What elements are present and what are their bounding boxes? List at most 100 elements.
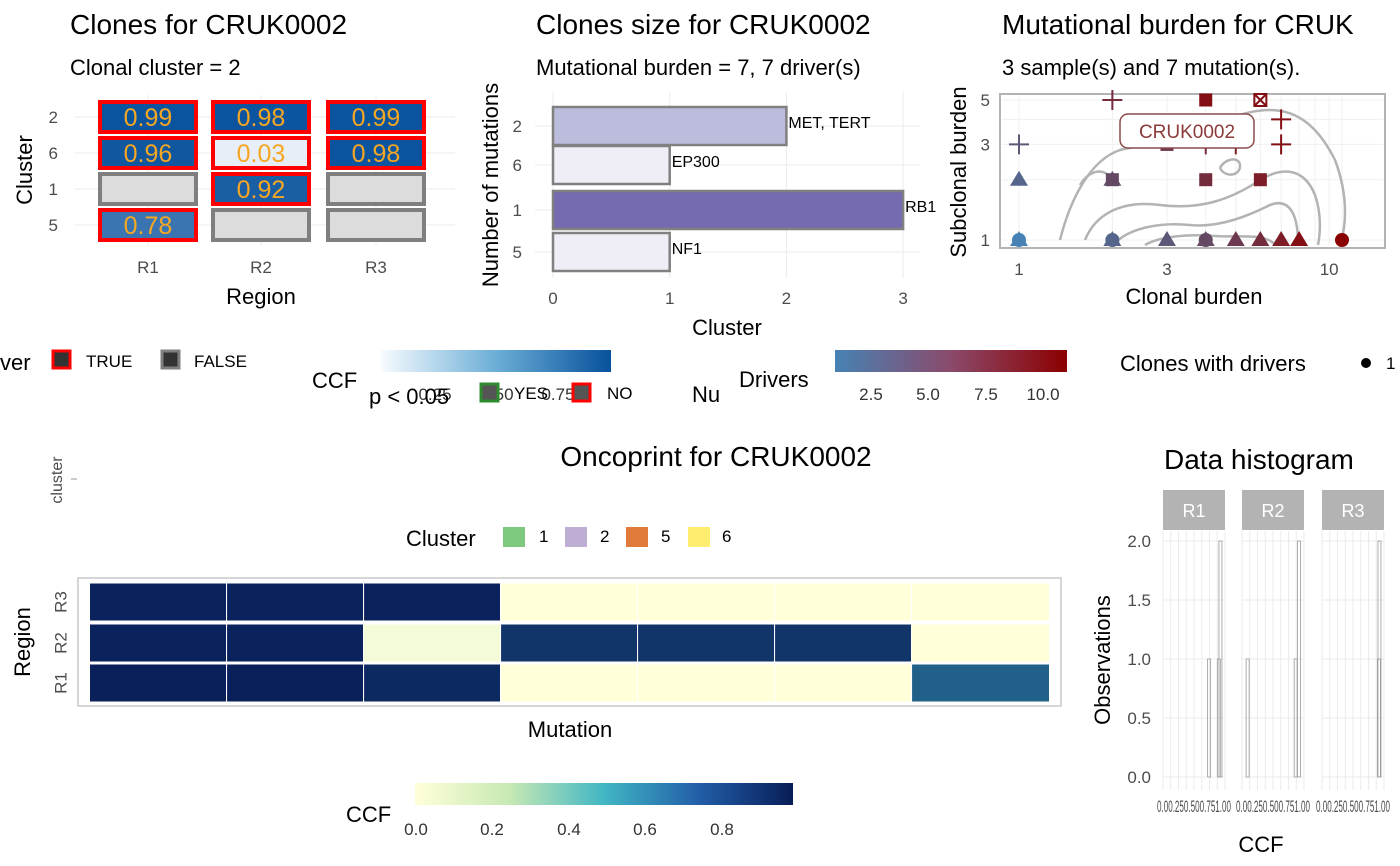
- ccf-tick-1: 0.25: [418, 385, 451, 404]
- onc-ccf-tick-5: 0.8: [710, 820, 734, 839]
- drivers-legend-title: Drivers: [739, 367, 809, 392]
- clone-ccf-label-6-R2: 0.03: [237, 140, 286, 168]
- onc-ccf-legend-title: CCF: [346, 802, 391, 827]
- clone-cell-6-R2: [211, 136, 311, 170]
- hist-bar-R1-0: [1207, 658, 1212, 778]
- cluster-key-6-label: 6: [722, 527, 731, 546]
- onc-cell-R2-mut1: [90, 624, 226, 662]
- clone-ccf-label-6-R1: 0.96: [124, 140, 173, 168]
- onc-y-tick-R2: R2: [51, 632, 70, 654]
- hist-strip-R2: [1242, 490, 1304, 530]
- burden-panel: Mutational burden for CRUK 3 sample(s) a…: [946, 9, 1386, 309]
- ccf-legend-title: CCF: [312, 368, 357, 393]
- burden-point-12: [1198, 233, 1213, 247]
- burden-point-8: [1102, 90, 1123, 110]
- burden-point-7: [1105, 173, 1119, 187]
- sample-label-text: CRUK0002: [1139, 122, 1235, 143]
- burden-point-13: [1199, 173, 1213, 187]
- clones-drivers-legend-title: Clones with drivers: [1120, 351, 1306, 376]
- hist-x-ticks-R1: 0.00.250.500.751.00: [1157, 797, 1231, 816]
- legends-row: ver TRUE FALSE CCF 0.25 0.50 0.75 p < 0.…: [0, 349, 1395, 409]
- onc-cell-R3-mut6: [775, 583, 911, 621]
- onc-cell-R1-mut2: [227, 664, 363, 702]
- onc-cell-R2-mut5: [638, 624, 774, 662]
- hist-strip-label-R1: R1: [1182, 501, 1205, 521]
- pvalue-legend-title: p < 0.05: [369, 384, 449, 409]
- onc-cell-R2-mut7: [912, 624, 1049, 662]
- clones-x-tick-R3: R3: [365, 258, 387, 277]
- burden-point-1: [1010, 231, 1028, 246]
- clone-ccf-label-2-R3: 0.99: [352, 104, 401, 132]
- driver-legend-title: ver: [0, 350, 31, 375]
- burden-point-22: [1271, 134, 1292, 155]
- size-y-tick-1: 1: [513, 201, 522, 220]
- size-title: Clones size for CRUK0002: [536, 9, 871, 40]
- driver-false-label: FALSE: [194, 352, 247, 371]
- size-bar-cluster-2: [551, 105, 788, 147]
- driver-false-key: [160, 349, 181, 370]
- clones-cells: 0.99 0.98 0.99 0.96 0.03 0.98 0.92 0.78: [98, 100, 426, 242]
- size-y-label: Number of mutations: [478, 83, 503, 287]
- clone-ccf-label-6-R3: 0.98: [352, 140, 401, 168]
- onc-cell-R3-mut7: [912, 583, 1049, 621]
- onc-cell-R3-mut4: [501, 583, 637, 621]
- sample-label-box: [1119, 113, 1255, 149]
- clones-y-label: Cluster: [12, 135, 37, 205]
- clone-cell-2-R1: [98, 100, 198, 134]
- cluster-legend: 1 2 5 6: [503, 527, 731, 547]
- oncoprint-y-label: Region: [10, 607, 35, 677]
- burden-title: Mutational burden for CRUK: [1002, 9, 1354, 40]
- burden-points: [1009, 90, 1349, 247]
- onc-cell-R1-mut1: [90, 664, 226, 702]
- clones-drivers-key: [1361, 358, 1371, 368]
- size-bar-cluster-6: [551, 144, 671, 186]
- burden-point-9: [1157, 231, 1176, 246]
- burden-x-label: Clonal burden: [1126, 284, 1263, 309]
- size-x-label: Cluster: [692, 315, 762, 340]
- histogram-y-label: Observations: [1090, 595, 1115, 725]
- clones-title: Clones for CRUK0002: [70, 9, 347, 40]
- histogram-panel: Data histogram 0.0 0.5 1.0 1.5 2.0 R1 0.00.250…: [1090, 444, 1390, 857]
- cluster-strip-label: cluster: [49, 456, 66, 504]
- oncoprint-panel: Oncoprint for CRUK0002 cluster Cluster 1…: [10, 441, 1062, 839]
- burden-point-19: [1253, 173, 1267, 187]
- drivers-tick-1: 2.5: [859, 385, 883, 404]
- hist-y-tick-2: 1.0: [1127, 650, 1151, 669]
- drivers-tick-3: 7.5: [974, 385, 998, 404]
- onc-cell-R1-mut4: [501, 664, 637, 702]
- onc-ccf-tick-4: 0.6: [633, 820, 657, 839]
- size-bar-annotation-6: EP300: [672, 154, 720, 171]
- burden-point-2: [1010, 170, 1028, 186]
- cluster-key-5: [626, 527, 648, 547]
- burden-point-25: [1335, 233, 1349, 247]
- clone-ccf-label-2-R1: 0.99: [124, 104, 173, 132]
- onc-cell-R1-mut7: [912, 664, 1049, 702]
- onc-ccf-colorbar: [415, 783, 793, 805]
- size-bar-annotation-2: MET, TERT: [788, 115, 870, 132]
- onc-cell-R1-mut3: [364, 664, 500, 702]
- burden-y-label: Subclonal burden: [946, 86, 971, 257]
- clone-cell-1-R3: [326, 172, 426, 206]
- size-x-tick-2: 2: [782, 289, 791, 308]
- size-x-tick-3: 3: [898, 289, 907, 308]
- burden-y-tick-3: 3: [981, 135, 990, 154]
- cluster-key-6: [688, 527, 710, 547]
- hist-y-tick-1: 0.5: [1127, 709, 1151, 728]
- oncoprint-frame: [77, 577, 1062, 707]
- hist-strip-R3: [1322, 490, 1384, 530]
- clones-x-tick-R1: R1: [137, 258, 159, 277]
- burden-x-tick-3: 3: [1162, 260, 1171, 279]
- onc-cell-R3-mut1: [90, 583, 226, 621]
- burden-plot-frame: [999, 93, 1386, 249]
- onc-cell-R2-mut2: [227, 624, 363, 662]
- hist-y-tick-3: 1.5: [1127, 591, 1151, 610]
- size-x-tick-0: 0: [548, 289, 557, 308]
- onc-cell-R3-mut5: [638, 583, 774, 621]
- size-y-tick-6: 6: [513, 156, 522, 175]
- pvalue-yes-label: YES: [514, 384, 548, 403]
- clones-panel: Clones for CRUK0002 Clonal cluster = 2 2…: [12, 9, 455, 309]
- size-bar-cluster-5: [551, 231, 671, 273]
- burden-point-5: [1103, 231, 1122, 246]
- clones-subtitle: Clonal cluster = 2: [70, 55, 241, 80]
- burden-point-15: [1199, 93, 1213, 107]
